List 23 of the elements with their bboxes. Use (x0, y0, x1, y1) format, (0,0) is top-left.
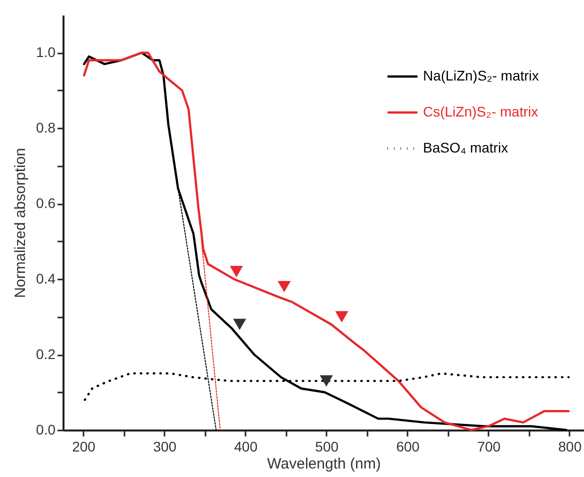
point (278, 280, 291, 292)
point (230, 266, 243, 278)
x-tick-label: 200 (72, 438, 96, 454)
legend-label: Cs(LiZn)S₂- matrix (423, 104, 538, 120)
point (335, 311, 348, 322)
point (320, 375, 333, 387)
legend-label: Na(LiZn)S₂- matrix (423, 68, 539, 84)
y-tick-label: 0.2 (36, 346, 56, 362)
x-tick-label: 400 (234, 438, 258, 454)
y-axis-title: Normalized absorption (12, 148, 30, 298)
y-tick-label: 0.8 (36, 120, 56, 136)
y-tick-label: 0.4 (36, 270, 56, 287)
x-tick-label: 800 (558, 438, 582, 454)
point (233, 318, 246, 330)
x-tick-label: 700 (477, 438, 501, 454)
y-tick-label: 0.6 (36, 195, 56, 212)
y-tick-label: 1.0 (36, 44, 56, 60)
x-tick-label: 500 (315, 438, 339, 454)
x-tick-label: 600 (396, 438, 420, 454)
x-axis-title: Wavelength (nm) (267, 456, 381, 472)
legend-label: BaSO₄ matrix (423, 140, 508, 156)
y-tick-label: 0.0 (36, 422, 56, 438)
x-tick-label: 300 (153, 438, 177, 454)
